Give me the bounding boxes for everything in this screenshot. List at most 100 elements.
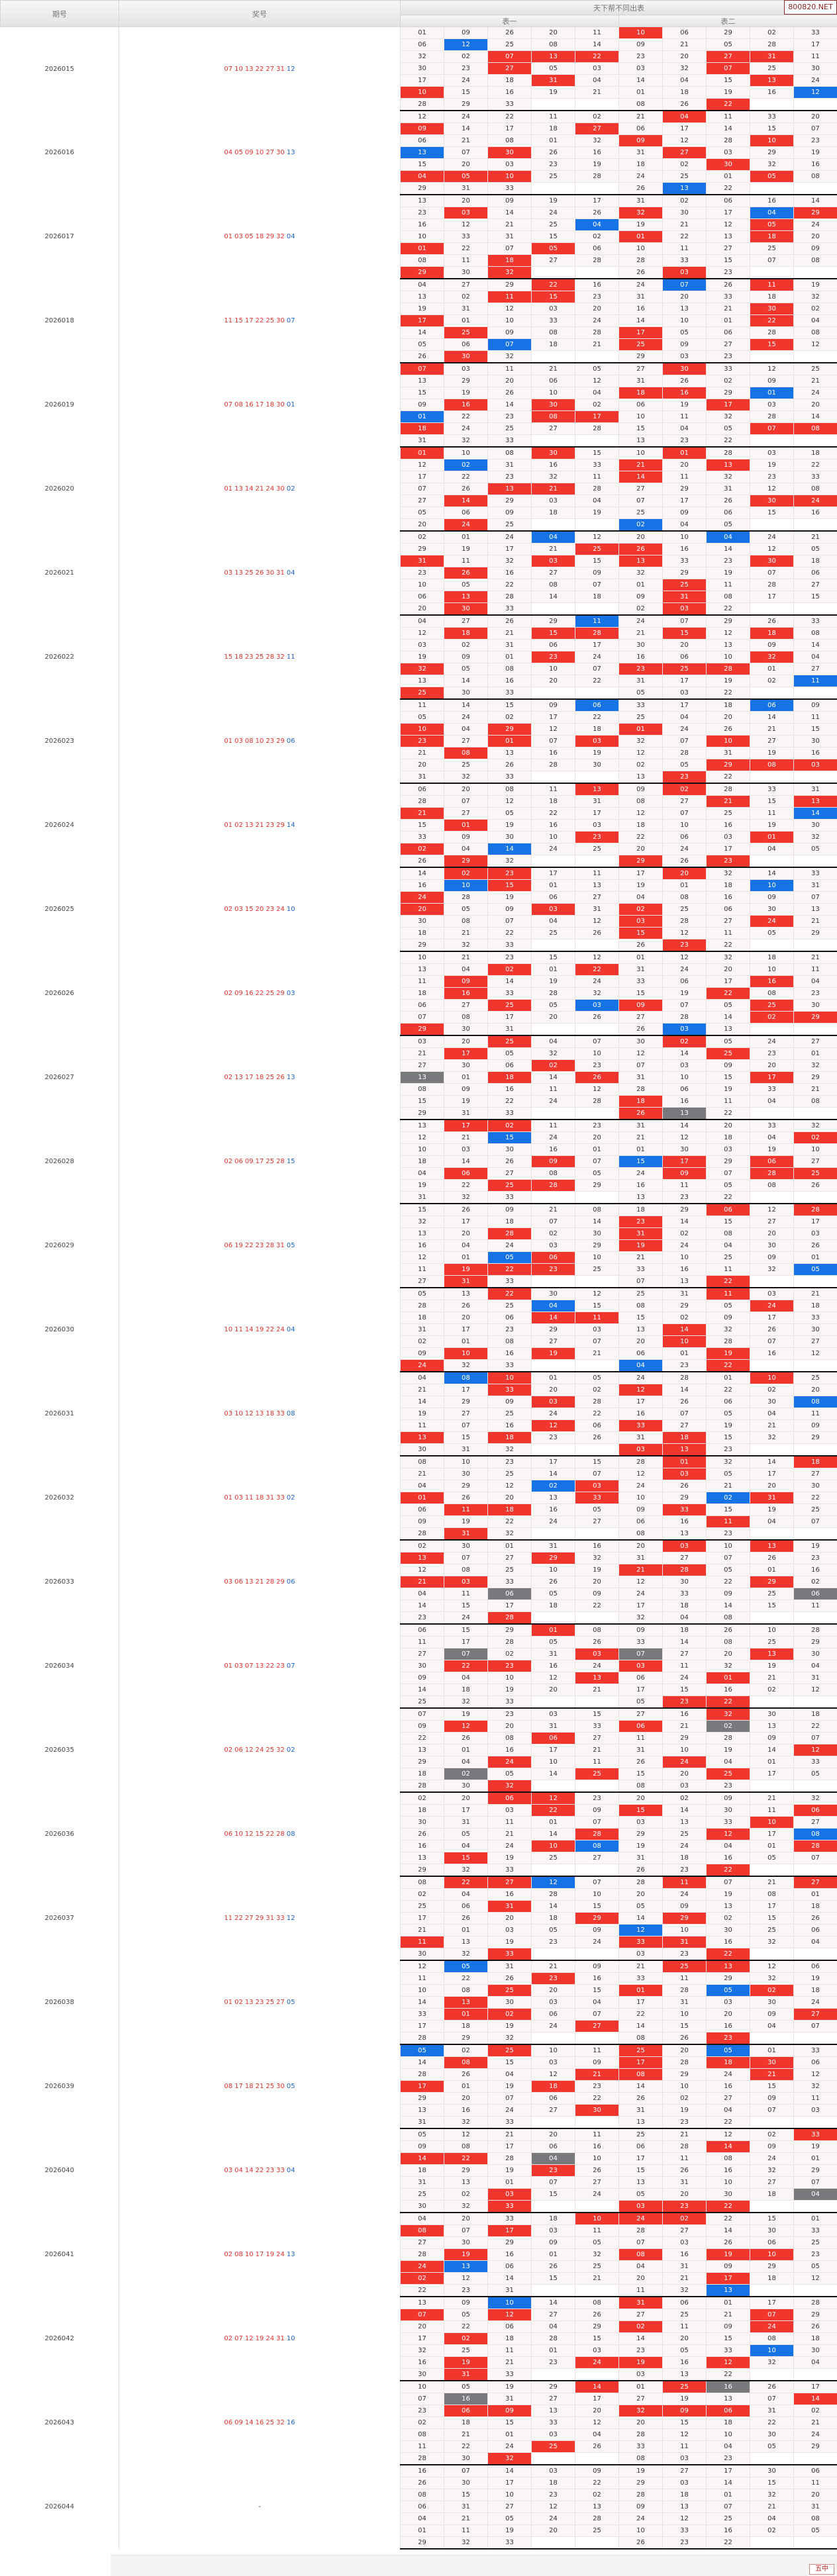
table1-cell: 21	[401, 808, 444, 820]
table2-cell: 10	[750, 135, 794, 147]
table2-cell: 12	[707, 1829, 750, 1840]
table2-cell: 22	[707, 1384, 750, 1396]
empty-cell	[532, 2453, 575, 2465]
empty-cell	[532, 1444, 575, 1456]
period-number: 2026037	[1, 1876, 119, 1960]
table1-cell: 33	[488, 183, 532, 195]
period-number: 2026017	[1, 195, 119, 279]
red-ball: 24	[266, 485, 274, 493]
table2-cell: 05	[619, 1696, 663, 1709]
table1-cell: 15	[444, 2489, 488, 2501]
table1-cell: 03	[532, 1240, 575, 1252]
table2-cell: 21	[794, 375, 837, 387]
red-ball: 27	[245, 1915, 254, 1922]
table2-cell: 10	[750, 1372, 794, 1384]
table1-cell: 11	[575, 615, 619, 628]
table2-cell: 17	[619, 2057, 663, 2069]
table2-cell: 17	[750, 1312, 794, 1324]
table1-cell: 02	[575, 2489, 619, 2501]
table1-cell: 26	[401, 1829, 444, 1840]
table2-cell: 21	[663, 2128, 707, 2141]
table2-cell: 12	[707, 2128, 750, 2141]
table1-cell: 12	[488, 1480, 532, 1492]
red-ball: 13	[256, 1410, 264, 1417]
red-ball: 31	[266, 1915, 274, 1922]
table2-cell: 02	[794, 1576, 837, 1588]
red-ball: 17	[245, 317, 254, 324]
table1-cell: 12	[401, 1132, 444, 1144]
table2-cell: 16	[663, 387, 707, 399]
table1-cell: 01	[401, 1492, 444, 1504]
table1-cell: 13	[401, 1852, 444, 1864]
red-ball: 23	[266, 906, 274, 913]
table1-cell: 08	[488, 135, 532, 147]
table1-cell: 13	[444, 2261, 488, 2273]
table1-cell: 12	[575, 916, 619, 928]
table2-cell: 26	[619, 183, 663, 195]
table1-cell: 27	[488, 1168, 532, 1180]
table1-cell: 14	[488, 399, 532, 411]
table1-cell: 31	[401, 1324, 444, 1336]
table2-cell: 22	[750, 2417, 794, 2429]
table1-cell: 21	[575, 87, 619, 99]
red-ball: 30	[276, 401, 285, 408]
table2-cell: 10	[750, 964, 794, 976]
table1-cell: 28	[532, 988, 575, 1000]
table2-cell: 03	[663, 687, 707, 700]
period-number: 2026025	[1, 867, 119, 951]
table1-cell: 19	[532, 976, 575, 988]
table2-cell: 13	[663, 2501, 707, 2513]
table1-cell: 27	[532, 2393, 575, 2405]
table1-cell: 07	[488, 2093, 532, 2105]
table1-cell: 12	[575, 951, 619, 964]
red-ball: 27	[266, 66, 274, 73]
table1-cell: 02	[532, 1228, 575, 1240]
red-ball: 23	[266, 822, 274, 829]
table2-cell: 25	[707, 2513, 750, 2525]
table1-cell: 22	[444, 2441, 488, 2453]
table2-cell: 13	[663, 2369, 707, 2381]
table1-cell: 14	[488, 976, 532, 988]
table1-cell: 20	[444, 2093, 488, 2105]
table1-cell: 08	[444, 1564, 488, 1576]
table2-cell: 04	[663, 423, 707, 435]
table1-cell: 02	[444, 2044, 488, 2057]
table1-cell: 05	[401, 712, 444, 724]
table1-cell: 17	[401, 2081, 444, 2093]
table2-cell: 23	[663, 2117, 707, 2129]
table1-cell: 14	[575, 1216, 619, 1228]
blue-ball: 13	[287, 1074, 295, 1081]
table2-cell: 25	[619, 712, 663, 724]
empty-cell	[750, 1612, 794, 1625]
table1-cell: 11	[575, 2225, 619, 2237]
table1-cell: 12	[575, 2417, 619, 2429]
table2-cell: 21	[794, 1084, 837, 1096]
table1-cell: 02	[575, 1384, 619, 1396]
table2-cell: 17	[619, 2153, 663, 2165]
table2-cell: 10	[663, 820, 707, 832]
table2-cell: 07	[794, 2177, 837, 2189]
table1-cell: 16	[488, 1348, 532, 1360]
table1-cell: 22	[575, 964, 619, 976]
table2-cell: 09	[663, 507, 707, 519]
table1-cell: 26	[488, 1156, 532, 1168]
table1-cell: 26	[575, 1432, 619, 1444]
table2-cell: 21	[619, 111, 663, 123]
ime-indicator-icon[interactable]: 五中	[809, 2564, 834, 2575]
table2-cell: 22	[707, 939, 750, 952]
table1-cell: 09	[401, 1516, 444, 1528]
table2-cell: 09	[663, 339, 707, 351]
group-title: 天下帮不同出表	[401, 1, 837, 15]
table2-cell: 08	[619, 1300, 663, 1312]
table2-cell: 23	[663, 1192, 707, 1204]
table1-cell: 29	[401, 2537, 444, 2550]
table1-cell: 06	[401, 1624, 444, 1637]
table1-cell: 20	[444, 195, 488, 207]
table1-cell: 12	[488, 303, 532, 315]
red-ball: 03	[224, 1578, 232, 1586]
table2-cell: 15	[750, 1913, 794, 1925]
table2-cell: 08	[707, 591, 750, 603]
table2-cell: 20	[619, 843, 663, 855]
table1-cell: 09	[532, 2237, 575, 2249]
